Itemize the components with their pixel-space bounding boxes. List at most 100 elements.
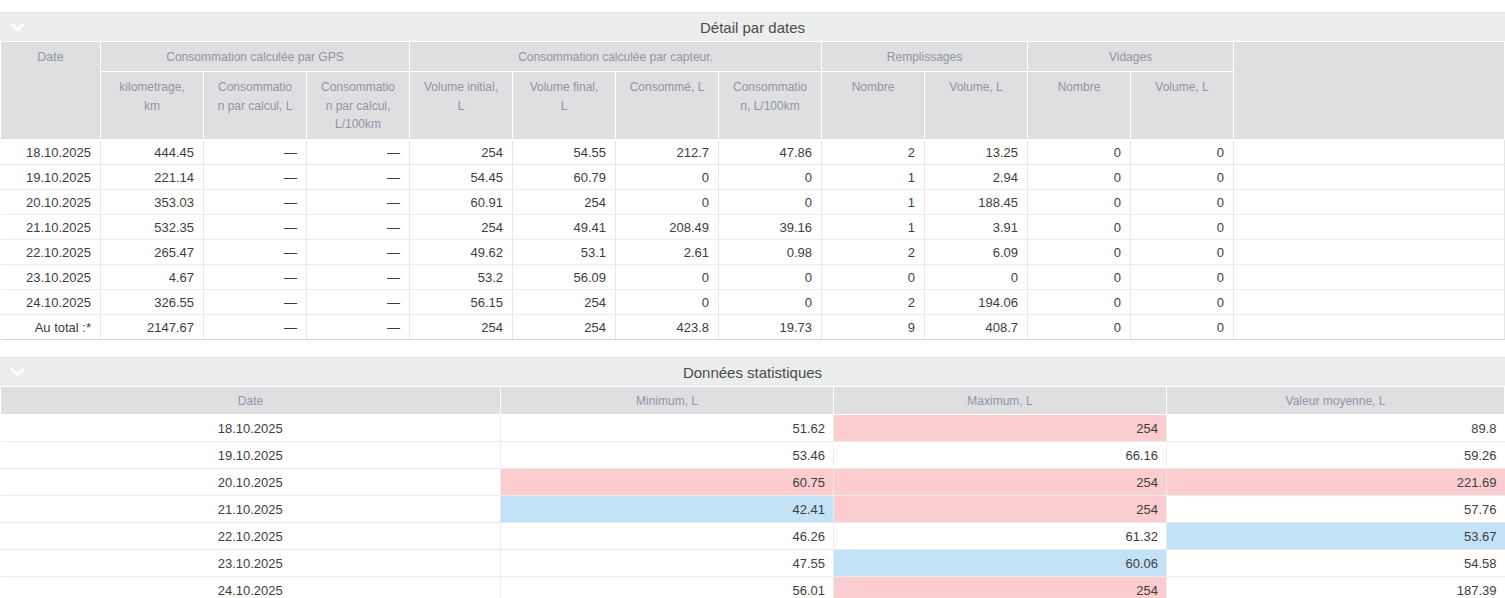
value-cell: 60.91 (410, 190, 513, 215)
column-group-capteur: Consommation calculée par capteur. (410, 42, 822, 72)
value-cell: 0 (1131, 240, 1234, 265)
value-cell: 408.7 (925, 315, 1028, 340)
detail-table-row: 18.10.2025444.45——25454.55212.747.86213.… (1, 140, 1505, 165)
stats-table-row: 19.10.202553.4666.1659.26 (1, 442, 1505, 469)
value-cell: 0 (1028, 290, 1131, 315)
value-cell: 254 (410, 215, 513, 240)
value-cell: 254 (834, 577, 1167, 598)
value-cell: — (307, 315, 410, 340)
value-cell: 46.26 (501, 523, 834, 550)
column-header-kilometrage: kilometrage, km (101, 72, 204, 140)
date-cell: 20.10.2025 (1, 469, 501, 496)
stats-table-row: 18.10.202551.6225489.8 (1, 415, 1505, 442)
column-header-volume-final: Volume final, L (513, 72, 616, 140)
column-header-filler (1234, 42, 1505, 140)
value-cell: — (204, 265, 307, 290)
column-header-conso-calcul-l: Consommation par calcul, L (204, 72, 307, 140)
value-cell: 13.25 (925, 140, 1028, 165)
date-cell: 24.10.2025 (1, 290, 101, 315)
filler-cell (1234, 215, 1505, 240)
value-cell: 60.06 (834, 550, 1167, 577)
value-cell: 212.7 (616, 140, 719, 165)
value-cell: 0 (822, 265, 925, 290)
stats-table-row: 21.10.202542.4125457.76 (1, 496, 1505, 523)
stats-table-row: 24.10.202556.01254187.39 (1, 577, 1505, 598)
value-cell: — (307, 140, 410, 165)
value-cell: — (307, 265, 410, 290)
value-cell: 56.09 (513, 265, 616, 290)
value-cell: 54.58 (1167, 550, 1505, 577)
value-cell: — (307, 165, 410, 190)
value-cell: 49.41 (513, 215, 616, 240)
value-cell: 47.86 (719, 140, 822, 165)
value-cell: 254 (834, 469, 1167, 496)
chevron-down-icon[interactable] (10, 23, 25, 32)
value-cell: 57.76 (1167, 496, 1505, 523)
date-cell: 22.10.2025 (1, 523, 501, 550)
value-cell: 53.1 (513, 240, 616, 265)
value-cell: 0 (1131, 265, 1234, 290)
column-header-consomme: Consommé, L (616, 72, 719, 140)
stats-section-collapse-bar[interactable]: Données statistiques (0, 357, 1505, 386)
stats-header-row: Date Minimum, L Maximum, L Valeur moyenn… (1, 387, 1505, 415)
column-header-remplissages-nombre: Nombre (822, 72, 925, 140)
value-cell: 208.49 (616, 215, 719, 240)
value-cell: 0 (616, 190, 719, 215)
filler-cell (1234, 140, 1505, 165)
date-cell: 21.10.2025 (1, 496, 501, 523)
value-cell: 326.55 (101, 290, 204, 315)
value-cell: 0 (1028, 240, 1131, 265)
column-group-remplissages: Remplissages (822, 42, 1028, 72)
column-header-consommation-l100: Consommation, L/100km (719, 72, 822, 140)
value-cell: 254 (834, 415, 1167, 442)
value-cell: 53.46 (501, 442, 834, 469)
chevron-down-icon[interactable] (10, 368, 25, 377)
value-cell: 56.01 (501, 577, 834, 598)
value-cell: 59.26 (1167, 442, 1505, 469)
column-group-gps: Consommation calculée par GPS (101, 42, 410, 72)
stats-section-title: Données statistiques (0, 364, 1505, 381)
value-cell: 0 (1131, 215, 1234, 240)
value-cell: 0 (719, 190, 822, 215)
column-header-moyenne: Valeur moyenne, L (1167, 387, 1505, 415)
column-header-conso-calcul-l100: Consommation par calcul, L/100km (307, 72, 410, 140)
value-cell: 265.47 (101, 240, 204, 265)
value-cell: 254 (834, 496, 1167, 523)
value-cell: 53.2 (410, 265, 513, 290)
value-cell: 60.79 (513, 165, 616, 190)
detail-section-collapse-bar[interactable]: Détail par dates (0, 12, 1505, 41)
value-cell: — (204, 240, 307, 265)
value-cell: 3.91 (925, 215, 1028, 240)
value-cell: 2 (822, 290, 925, 315)
value-cell: 353.03 (101, 190, 204, 215)
value-cell: 221.14 (101, 165, 204, 190)
value-cell: — (307, 215, 410, 240)
value-cell: 254 (513, 315, 616, 340)
value-cell: 0 (1131, 315, 1234, 340)
value-cell: 60.75 (501, 469, 834, 496)
detail-table-row: 21.10.2025532.35——25449.41208.4939.1613.… (1, 215, 1505, 240)
value-cell: — (307, 290, 410, 315)
value-cell: 254 (513, 290, 616, 315)
value-cell: 54.45 (410, 165, 513, 190)
value-cell: 2147.67 (101, 315, 204, 340)
date-cell: 23.10.2025 (1, 265, 101, 290)
detail-table-row: 24.10.2025326.55——56.15254002194.0600 (1, 290, 1505, 315)
date-cell: Au total :* (1, 315, 101, 340)
value-cell: — (204, 190, 307, 215)
column-header-date: Date (1, 42, 101, 140)
value-cell: — (307, 240, 410, 265)
value-cell: 89.8 (1167, 415, 1505, 442)
value-cell: 39.16 (719, 215, 822, 240)
value-cell: 0 (616, 290, 719, 315)
value-cell: 2 (822, 240, 925, 265)
value-cell: 51.62 (501, 415, 834, 442)
value-cell: 188.45 (925, 190, 1028, 215)
value-cell: 0 (719, 165, 822, 190)
value-cell: 194.06 (925, 290, 1028, 315)
stats-table: Date Minimum, L Maximum, L Valeur moyenn… (0, 386, 1505, 598)
value-cell: 0 (1131, 190, 1234, 215)
value-cell: 254 (513, 190, 616, 215)
value-cell: — (204, 315, 307, 340)
column-header-remplissages-volume: Volume, L (925, 72, 1028, 140)
